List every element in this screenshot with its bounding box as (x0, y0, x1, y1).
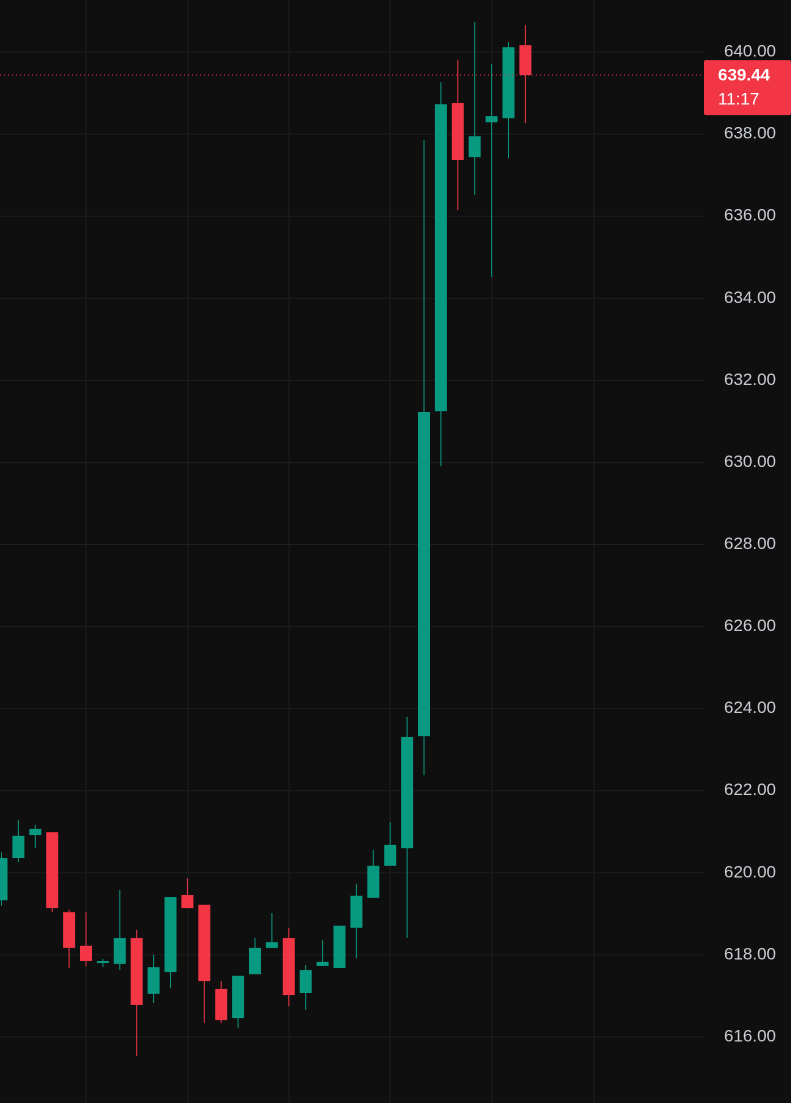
y-tick-label: 630.00 (724, 452, 776, 471)
candle-body (46, 832, 59, 909)
candle-body (485, 116, 498, 123)
y-tick-label: 636.00 (724, 206, 776, 225)
candle-body (215, 988, 228, 1021)
candle-body (367, 865, 380, 898)
candle-body (147, 967, 160, 994)
y-tick-label: 622.00 (724, 780, 776, 799)
last-price-box (704, 60, 791, 116)
y-tick-label: 616.00 (724, 1026, 776, 1045)
y-tick-label: 618.00 (724, 944, 776, 963)
candle-body (316, 961, 329, 966)
candle-body (350, 895, 363, 928)
y-tick-label: 638.00 (724, 124, 776, 143)
candle-body (418, 411, 430, 737)
candle-body (130, 938, 143, 1005)
candle-body (451, 102, 464, 161)
candle-body (164, 897, 177, 973)
candle-body (0, 858, 8, 901)
candle-body (299, 970, 312, 994)
candle-body (29, 828, 42, 836)
candle-body (519, 45, 532, 76)
candle-body (265, 942, 278, 948)
last-price-label: 639.44 (718, 66, 771, 85)
candle-body (198, 904, 211, 982)
y-tick-label: 620.00 (724, 862, 776, 881)
candle-body (232, 975, 245, 1019)
candle-body (384, 844, 397, 866)
candle-body (80, 945, 92, 962)
y-tick-label: 628.00 (724, 534, 776, 553)
candle-body (63, 912, 76, 948)
candle-body (282, 938, 295, 996)
y-tick-label: 640.00 (724, 42, 776, 61)
y-tick-label: 626.00 (724, 616, 776, 635)
y-tick-label: 634.00 (724, 288, 776, 307)
candle-body (502, 47, 515, 119)
y-tick-label: 632.00 (724, 370, 776, 389)
candle-body (333, 925, 346, 968)
candle-body (96, 961, 109, 964)
candle-body (181, 894, 194, 909)
candle-body (113, 938, 126, 964)
candle-body (249, 947, 261, 975)
candle-body (434, 104, 447, 412)
countdown-label: 11:17 (718, 90, 759, 109)
candle-body (401, 736, 414, 849)
candle-body (12, 835, 25, 859)
y-tick-label: 624.00 (724, 698, 776, 717)
candle-body (468, 136, 481, 158)
